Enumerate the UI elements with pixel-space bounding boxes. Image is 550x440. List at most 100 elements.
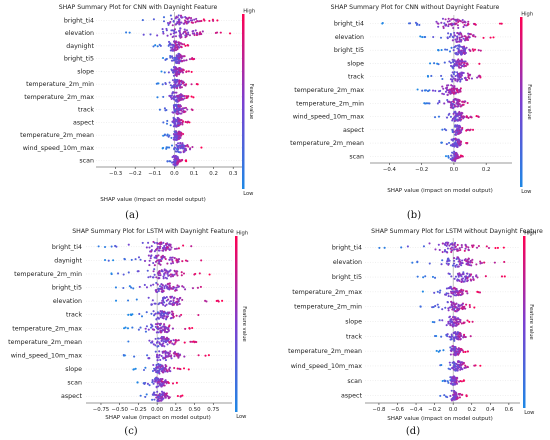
shap-point (456, 145, 459, 148)
shap-point (180, 134, 183, 137)
shap-point (449, 61, 452, 64)
shap-point (173, 247, 177, 250)
shap-point (454, 129, 457, 133)
shap-point (456, 71, 459, 74)
shap-point (154, 44, 157, 47)
shap-point (157, 254, 160, 257)
shap-point (449, 353, 452, 356)
shap-point (154, 337, 157, 340)
shap-point (178, 19, 181, 23)
feature-label: temperature_2m_mean (8, 339, 82, 346)
shap-point (163, 134, 166, 137)
shap-point (441, 379, 444, 383)
shap-point (159, 329, 162, 332)
shap-point (457, 141, 460, 144)
shap-point (476, 290, 479, 293)
shap-point (461, 35, 464, 38)
shap-point (449, 23, 452, 26)
feature-label: temperature_2m_min (26, 81, 94, 88)
shap-point (466, 62, 469, 65)
shap-point (500, 275, 504, 278)
shap-point (132, 287, 135, 290)
shap-point (455, 118, 458, 121)
shap-point (159, 378, 162, 381)
shap-point (183, 97, 186, 100)
shap-point (500, 22, 503, 25)
shap-point (139, 394, 142, 397)
shap-point (433, 335, 437, 338)
shap-point (158, 327, 161, 330)
shap-point (175, 22, 178, 25)
shap-point (167, 71, 170, 74)
shap-point (175, 43, 178, 47)
shap-point (454, 264, 457, 268)
shap-point (443, 61, 446, 64)
shap-point (150, 254, 153, 257)
shap-point (457, 60, 460, 63)
shap-point (162, 16, 166, 19)
shap-point (465, 46, 468, 49)
shap-point (147, 328, 150, 331)
shap-point (459, 320, 462, 324)
shap-point (174, 46, 177, 49)
shap-point (153, 256, 156, 259)
shap-point (464, 258, 467, 261)
shap-point (162, 342, 165, 345)
shap-point (188, 148, 192, 151)
shap-point (433, 116, 437, 119)
shap-point (176, 94, 179, 97)
shap-point (159, 245, 162, 248)
x-tick-label: −0.4 (410, 407, 424, 413)
shap-point (155, 290, 158, 293)
shap-point (171, 29, 174, 32)
shap-point (461, 363, 464, 366)
shap-point (146, 269, 149, 272)
shap-point (451, 89, 454, 92)
shap-point (202, 18, 205, 21)
feature-label: temperature_2m_mean (290, 140, 364, 147)
shap-point (170, 262, 173, 265)
shap-point (461, 361, 464, 364)
shap-point (453, 382, 457, 386)
feature-points (437, 44, 482, 56)
feature-points (416, 84, 462, 96)
shap-point (194, 21, 197, 24)
shap-point (157, 395, 160, 398)
shap-point (459, 87, 462, 90)
shap-point (463, 76, 466, 80)
shap-point (471, 128, 475, 131)
shap-point (463, 61, 466, 65)
shap-point (139, 326, 142, 329)
shap-point (162, 381, 165, 384)
shap-point (479, 49, 482, 52)
feature-label: wind_speed_10m_max (293, 114, 364, 121)
shap-point (201, 30, 204, 33)
shap-point (173, 28, 177, 31)
shap-point (174, 35, 178, 38)
shap-point (162, 336, 166, 339)
shap-point (452, 368, 455, 371)
shap-point (460, 45, 464, 48)
colorbar-high-label: High (236, 231, 248, 237)
shap-point (168, 258, 171, 261)
shap-point (446, 396, 449, 399)
shap-point (463, 280, 466, 283)
feature-label: bright_ti5 (52, 285, 82, 292)
shap-point (436, 290, 439, 293)
shap-point (463, 100, 466, 103)
shap-point (178, 84, 181, 87)
shap-point (452, 365, 455, 368)
shap-point (167, 351, 170, 354)
shap-point (174, 289, 177, 292)
shap-point (152, 45, 155, 48)
shap-point (459, 260, 462, 263)
shap-point (149, 33, 152, 36)
shap-point (138, 285, 141, 288)
shap-point (160, 326, 163, 330)
x-tick-label: −0.2 (428, 407, 441, 413)
shap-point (164, 326, 167, 329)
shap-point (466, 101, 469, 105)
feature-points (132, 362, 190, 375)
shap-point (176, 61, 179, 64)
shap-point (459, 116, 462, 120)
